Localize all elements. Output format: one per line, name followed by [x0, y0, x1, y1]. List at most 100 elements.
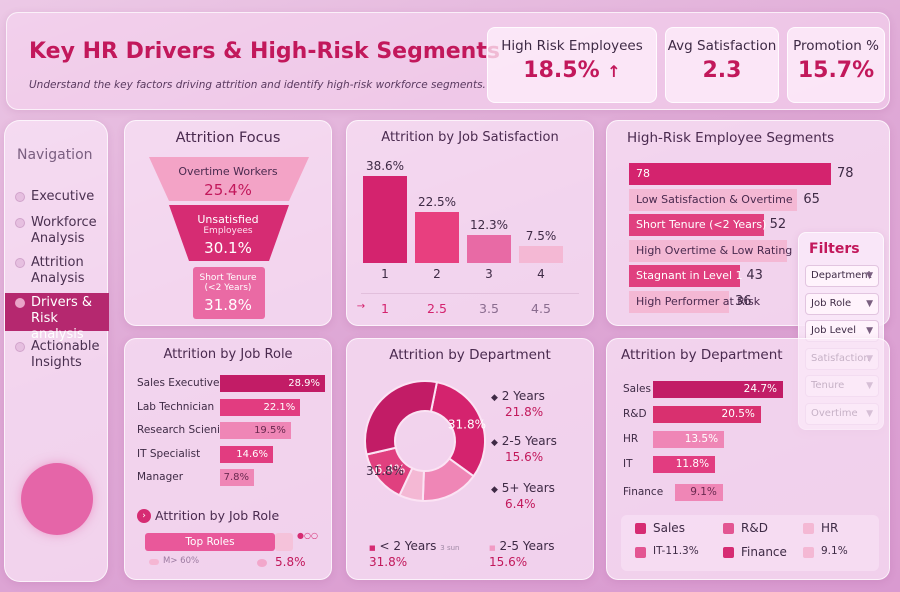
department-bar[interactable]: 20.5%: [653, 406, 761, 423]
job-role-bar[interactable]: 28.9%: [220, 375, 325, 392]
decorative-circle: [21, 463, 93, 535]
satisfaction-bar-label: 7.5%: [525, 229, 557, 244]
legend-name: 2 Years: [501, 389, 545, 403]
department-bar[interactable]: 9.1%: [675, 484, 723, 501]
nav-item-attrition[interactable]: Attrition Analysis: [5, 255, 109, 287]
satisfaction-scale-value: 3.5: [479, 301, 499, 316]
risk-segment-bar[interactable]: High Overtime & Low Rating: [629, 239, 792, 262]
legend-item-sales[interactable]: Sales: [635, 521, 685, 535]
satisfaction-bar[interactable]: [415, 212, 459, 263]
legend-pct: 31.8%: [369, 555, 408, 569]
job-role-subtitle: Attrition by Job Role: [155, 508, 280, 523]
attrition-focus-card: Attrition Focus Overtime Workers 25.4% U…: [124, 120, 332, 326]
legend-item-rd[interactable]: R&D: [723, 521, 768, 535]
donut-bottom-2: ■ 2-5 Years 15.6%: [489, 539, 555, 569]
nav-item-drivers-risk[interactable]: Drivers & Risk analysis: [5, 293, 109, 342]
job-role-label: Manager: [137, 471, 184, 483]
card-title: Attrition by Job Role: [163, 347, 293, 362]
donut-legend-3[interactable]: ◆ 5+ Years 6.4%: [491, 481, 555, 511]
risk-segment-bar[interactable]: Stagnant in Level 1: [629, 265, 743, 287]
nav-item-executive[interactable]: Executive: [5, 189, 109, 205]
job-role-bar[interactable]: 22.1%: [220, 398, 301, 416]
footnote-value: 5.8%: [275, 555, 306, 569]
satisfaction-scale-value: 1: [381, 301, 389, 316]
department-label: R&D: [623, 408, 647, 420]
nav-label: Workforce Analysis: [31, 215, 97, 246]
job-role-bar[interactable]: 14.6%: [220, 445, 274, 463]
risk-segment-bar[interactable]: High Performer at Risk: [629, 290, 760, 313]
chevron-right-icon[interactable]: ›: [137, 509, 151, 523]
risk-segment-value: 43: [746, 268, 763, 283]
department-bars-card: Attrition by Department Sales 24.7% R&D 20.…: [606, 338, 890, 580]
job-role-label: Lab Technician: [137, 400, 215, 413]
satisfaction-category: 1: [381, 267, 389, 281]
kpi-label: High Risk Employees: [501, 38, 643, 54]
swatch-icon: [723, 523, 734, 534]
nav-item-insights[interactable]: Actionable Insights: [5, 339, 109, 371]
satisfaction-bar-label: 22.5%: [417, 195, 457, 210]
swatch-icon: [723, 547, 734, 558]
legend-item-it[interactable]: IT-11.3%: [635, 545, 699, 558]
swatch-icon: [635, 547, 646, 558]
top-roles-bar[interactable]: Top Roles: [145, 533, 275, 551]
kpi-promotion[interactable]: Promotion % 15.7%: [787, 27, 885, 103]
card-title: Attrition Focus: [175, 130, 281, 146]
funnel-label-1: Overtime Workers: [178, 165, 278, 178]
risk-segment-bar[interactable]: 78: [629, 163, 831, 185]
nav-item-workforce[interactable]: Workforce Analysis: [5, 215, 109, 247]
legend-label: R&D: [741, 521, 768, 535]
donut-slice[interactable]: [429, 381, 486, 478]
kpi-avg-satisfaction[interactable]: Avg Satisfaction 2.3: [665, 27, 779, 103]
square-icon: ■: [489, 544, 496, 552]
legend-item-other[interactable]: 9.1%: [803, 545, 848, 558]
high-risk-segments-card: High-Risk Employee Segments 78 78 Low Sati…: [606, 120, 890, 326]
nav-dot-icon: [15, 298, 25, 308]
satisfaction-bar[interactable]: [467, 235, 511, 263]
department-bar[interactable]: 13.5%: [653, 431, 725, 448]
legend-pct: 15.6%: [489, 555, 528, 569]
funnel-level-1: [149, 157, 309, 201]
kpi-label: Avg Satisfaction: [667, 38, 777, 54]
satisfaction-category: 3: [485, 267, 493, 281]
legend-item-hr[interactable]: HR: [803, 521, 838, 535]
kpi-value-text: 18.5%: [523, 58, 600, 83]
department-bar[interactable]: 24.7%: [653, 381, 783, 398]
satisfaction-bar[interactable]: [519, 246, 563, 263]
risk-segment-bar[interactable]: Low Satisfaction & Overtime: [629, 188, 798, 211]
risk-segment-bar[interactable]: Short Tenure (<2 Years): [629, 214, 766, 236]
funnel-sub-2: Employees: [203, 226, 253, 236]
diamond-icon: ◆: [491, 438, 498, 448]
legend-item-finance[interactable]: Finance: [723, 545, 787, 559]
legend-label: Finance: [741, 545, 787, 559]
donut-slice-label: 31.8%: [366, 464, 404, 478]
legend-pct: 15.6%: [505, 450, 544, 464]
donut-legend-1[interactable]: ◆ 2 Years 21.8%: [491, 389, 545, 419]
job-role-label: Sales Executive: [137, 377, 220, 389]
filter-dropdown-department[interactable]: Department ▼: [805, 265, 879, 287]
job-role-bar[interactable]: 7.8%: [220, 469, 254, 486]
donut-slice-label: 31.8%: [448, 418, 486, 432]
job-role-bar[interactable]: 19.5%: [220, 422, 291, 439]
donut-legend-2[interactable]: ◆ 2-5 Years 15.6%: [491, 434, 557, 464]
arrow-right-icon: →: [356, 301, 366, 312]
filter-dropdown-job-role[interactable]: Job Role ▼: [805, 292, 879, 315]
funnel-label-2: Unsatisfied: [197, 213, 259, 226]
department-bar[interactable]: 11.8%: [653, 456, 716, 473]
arrow-up-icon: ↑: [607, 62, 621, 81]
risk-segment-value: 52: [769, 217, 787, 232]
square-icon: ■: [369, 544, 376, 552]
nav-label: Executive: [31, 189, 95, 204]
nav-label: Drivers & Risk analysis: [31, 295, 93, 342]
department-donut-card: Attrition by Department 31.8% 6.4% 31.8% ◆…: [346, 338, 594, 580]
chevron-down-icon: ▼: [866, 298, 873, 309]
card-title: Attrition by Department: [621, 347, 783, 363]
job-role-label: IT Specialist: [137, 447, 201, 460]
kpi-high-risk[interactable]: High Risk Employees 18.5% ↑: [487, 27, 657, 103]
legend-pct: 21.8%: [505, 405, 544, 419]
legend-extra: 3 sun: [440, 544, 460, 552]
satisfaction-bar[interactable]: [363, 176, 407, 263]
header-panel: Key HR Drivers & High-Risk Segments Unde…: [6, 12, 890, 110]
donut-slice[interactable]: [364, 380, 439, 456]
funnel-chart: [149, 157, 309, 319]
chevron-down-icon: ▼: [866, 271, 873, 281]
